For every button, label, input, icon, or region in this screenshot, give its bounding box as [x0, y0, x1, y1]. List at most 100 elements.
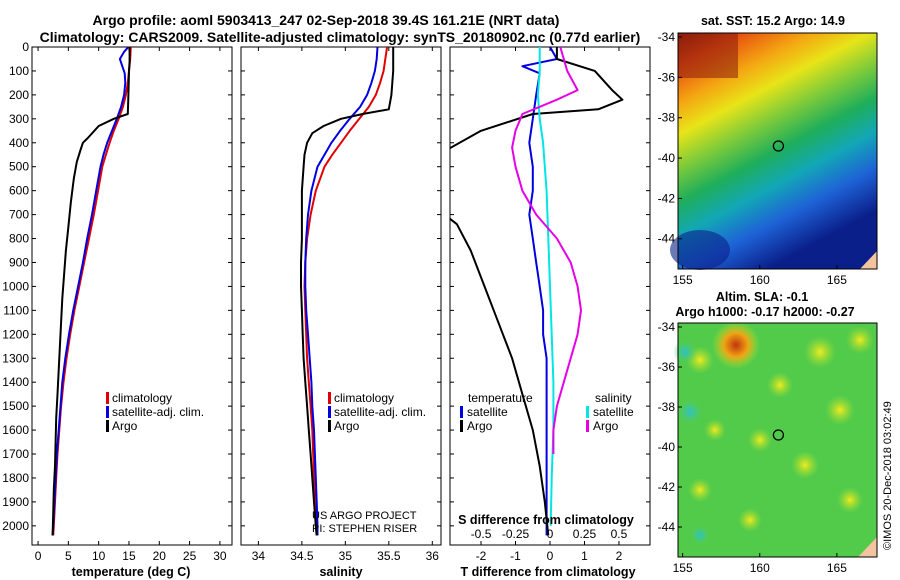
legend-swatch-sal-argo: [586, 420, 589, 432]
sla-blob: [738, 508, 762, 532]
y-tick-label: 1900: [2, 495, 29, 509]
project-annotation: US ARGO PROJECT: [312, 510, 417, 522]
series-line-salinity-argo: [511, 47, 582, 454]
legend-swatch-climatology: [328, 392, 331, 404]
series-line-satellite-adj-clim-: [51, 47, 130, 536]
map-y-tick-label: -38: [658, 111, 676, 125]
map-x-tick-label: 155: [673, 273, 693, 287]
salinity-xlabel: salinity: [319, 565, 362, 579]
map-y-tick-label: -34: [658, 30, 676, 44]
salinity-panel: [240, 46, 442, 546]
map-y-tick-label: -44: [658, 232, 676, 246]
y-tick-label: 1100: [3, 303, 29, 317]
sst-argo-location-marker: [772, 140, 785, 152]
title-line-1: Argo profile: aoml 5903413_247 02-Sep-20…: [93, 12, 560, 28]
temperature-lines: [51, 47, 132, 536]
y-tick-label: 1700: [2, 447, 29, 461]
y-tick-label: 1300: [2, 351, 29, 365]
sla-blob: [748, 428, 772, 452]
sst-map-frame: [677, 32, 878, 270]
x-tick-label: 5: [65, 549, 72, 563]
temperature-panel: [31, 46, 233, 546]
sla-blob: [677, 399, 703, 425]
map-y-tick-label: -38: [658, 400, 676, 414]
map-x-tick-label: 165: [827, 561, 847, 575]
y-tick-label: 400: [9, 136, 29, 150]
legend-climatology: climatology: [334, 391, 394, 405]
sla-blob: [825, 395, 855, 425]
sla-land: [858, 537, 877, 557]
series-line-argo: [300, 47, 395, 536]
y-tick-label: 1500: [2, 399, 29, 413]
difference-axes: -2 -1 0 1 2: [450, 46, 650, 563]
x-tick-label: 35: [339, 549, 353, 563]
map-x-tick-label: 165: [827, 273, 847, 287]
y-tick-label: 2000: [2, 519, 29, 533]
y-tick-label: 1000: [2, 279, 29, 293]
x-tick-label: 34: [252, 549, 266, 563]
sst-land: [860, 251, 877, 269]
sla-blob: [791, 451, 819, 479]
difference-legend: temperature salinity satellite Argo sate…: [460, 391, 634, 433]
map-y-tick-label: -36: [658, 70, 676, 84]
sla-blob: [767, 372, 793, 398]
x-tick-label: 0: [35, 549, 42, 563]
sst-map-title: sat. SST: 15.2 Argo: 14.9: [701, 14, 845, 28]
legend-temperature-title: temperature: [468, 391, 533, 405]
map-y-tick-label: -42: [658, 191, 676, 205]
legend-satellite: satellite-adj. clim.: [112, 405, 204, 419]
difference-xlabel: T difference from climatology: [460, 565, 635, 579]
series-line-temperature-satellite: [521, 47, 558, 536]
x-tick-label: -1: [510, 549, 521, 563]
difference-lines: [450, 47, 624, 536]
legend-swatch-sal-satellite: [586, 406, 589, 418]
series-line-satellite-adj-clim-: [304, 47, 379, 536]
y-tick-label: 500: [9, 160, 29, 174]
y-tick-label: 1600: [2, 423, 29, 437]
y-tick-label: 200: [9, 88, 29, 102]
legend-swatch-climatology: [106, 392, 109, 404]
x-tick-label: 30: [213, 549, 227, 563]
sla-blob: [690, 525, 710, 545]
x-tick-label: 35.5: [377, 549, 401, 563]
legend-swatch-temp-satellite: [460, 406, 463, 418]
y-tick-label: 300: [9, 112, 29, 126]
sla-blob: [688, 478, 712, 502]
sla-map: Altim. SLA: -0.1 Argo h1000: -0.17 h2000…: [658, 290, 878, 575]
y-tick-label: 900: [9, 255, 29, 269]
sla-blob: [846, 326, 874, 354]
y-tick-label: 800: [9, 232, 29, 246]
salinity-legend: climatology satellite-adj. clim. Argo: [328, 391, 426, 433]
y-tick-label: 1200: [2, 327, 29, 341]
x-tick-label: 25: [183, 549, 197, 563]
s-tick-label: -0.25: [502, 527, 530, 541]
title-line-2: Climatology: CARS2009. Satellite-adjuste…: [40, 29, 641, 45]
sla-map-subtitle: Argo h1000: -0.17 h2000: -0.27: [675, 305, 854, 319]
s-difference-ticks: -0.5 -0.25 0 0.25 0.5: [471, 527, 628, 541]
y-tick-label: 1400: [2, 375, 29, 389]
sla-blob: [704, 419, 726, 441]
temperature-xlabel: temperature (deg C): [72, 565, 191, 579]
pi-annotation: PI: STEPHEN RISER: [312, 523, 417, 535]
y-tick-label: 700: [9, 208, 29, 222]
legend-swatch-argo: [328, 420, 331, 432]
legend-argo: Argo: [334, 419, 360, 433]
map-y-tick-label: -34: [658, 320, 676, 334]
legend-swatch-argo: [106, 420, 109, 432]
sst-warm-corner: [678, 33, 738, 78]
y-tick-label: 0: [22, 40, 29, 54]
map-y-tick-label: -44: [658, 520, 676, 534]
x-tick-label: 34.5: [290, 549, 314, 563]
legend-sal-satellite: satellite: [593, 405, 634, 419]
sst-cold-patch: [670, 230, 730, 270]
series-line-argo: [51, 47, 131, 536]
legend-temp-satellite: satellite: [467, 405, 508, 419]
map-y-tick-label: -40: [658, 151, 676, 165]
temperature-legend: climatology satellite-adj. clim. Argo: [106, 391, 204, 433]
x-tick-label: -2: [476, 549, 487, 563]
x-tick-label: 0: [547, 549, 554, 563]
map-x-tick-label: 155: [673, 561, 693, 575]
sst-map: sat. SST: 15.2 Argo: 14.9 155 160 165 -34 -3…: [658, 14, 878, 287]
legend-satellite: satellite-adj. clim.: [334, 405, 426, 419]
s-tick-label: 0.5: [611, 527, 628, 541]
